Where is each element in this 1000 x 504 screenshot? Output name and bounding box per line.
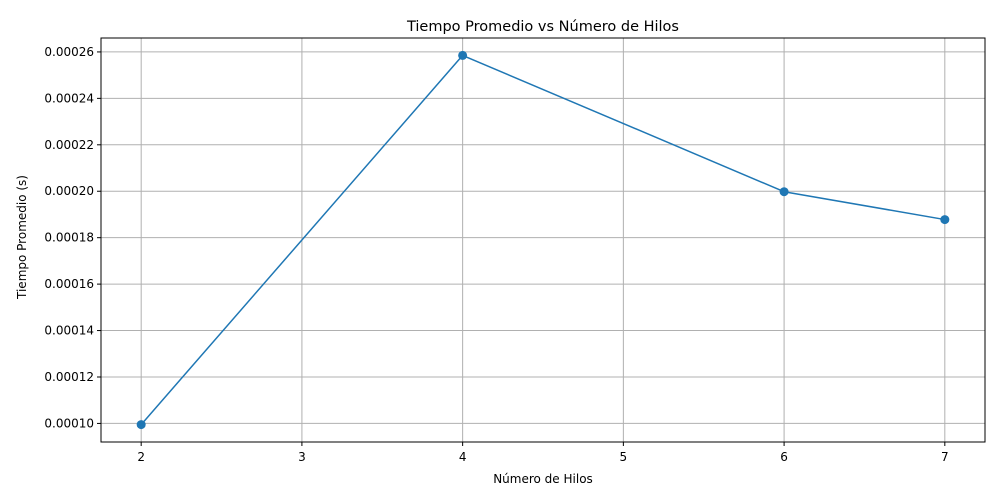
series-line-group <box>140 54 945 426</box>
x-tick-label: 4 <box>459 450 467 464</box>
y-axis-label: Tiempo Promedio (s) <box>15 175 29 300</box>
y-tick-label: 0.00018 <box>44 231 94 245</box>
y-tick-label: 0.00012 <box>44 370 94 384</box>
x-tick-label: 7 <box>941 450 949 464</box>
y-tick-label: 0.00014 <box>44 324 94 338</box>
data-point <box>940 215 950 225</box>
data-point <box>458 50 468 60</box>
data-point <box>779 187 789 197</box>
plot-frame <box>100 37 986 443</box>
y-tick-label: 0.00010 <box>44 416 94 430</box>
grid <box>101 38 985 442</box>
data-point <box>136 420 146 430</box>
chart-title: Tiempo Promedio vs Número de Hilos <box>406 19 679 35</box>
x-axis-label: Número de Hilos <box>493 472 593 486</box>
x-tick-label: 6 <box>780 450 788 464</box>
y-tick-label: 0.00026 <box>44 45 94 59</box>
x-tick-label: 2 <box>137 450 145 464</box>
y-tick-label: 0.00016 <box>44 277 94 291</box>
x-tick-label: 5 <box>620 450 628 464</box>
y-tick-label: 0.00024 <box>44 91 94 105</box>
x-tick-label: 3 <box>298 450 306 464</box>
data-points <box>136 50 950 430</box>
x-axis-ticks: 2 3 4 5 6 7 <box>137 442 949 464</box>
y-tick-label: 0.00022 <box>44 138 94 152</box>
y-axis-ticks: 0.00010 0.00012 0.00014 0.00016 0.00018 0.000… <box>44 45 101 430</box>
series-line <box>140 54 945 426</box>
y-tick-label: 0.00020 <box>44 184 94 198</box>
